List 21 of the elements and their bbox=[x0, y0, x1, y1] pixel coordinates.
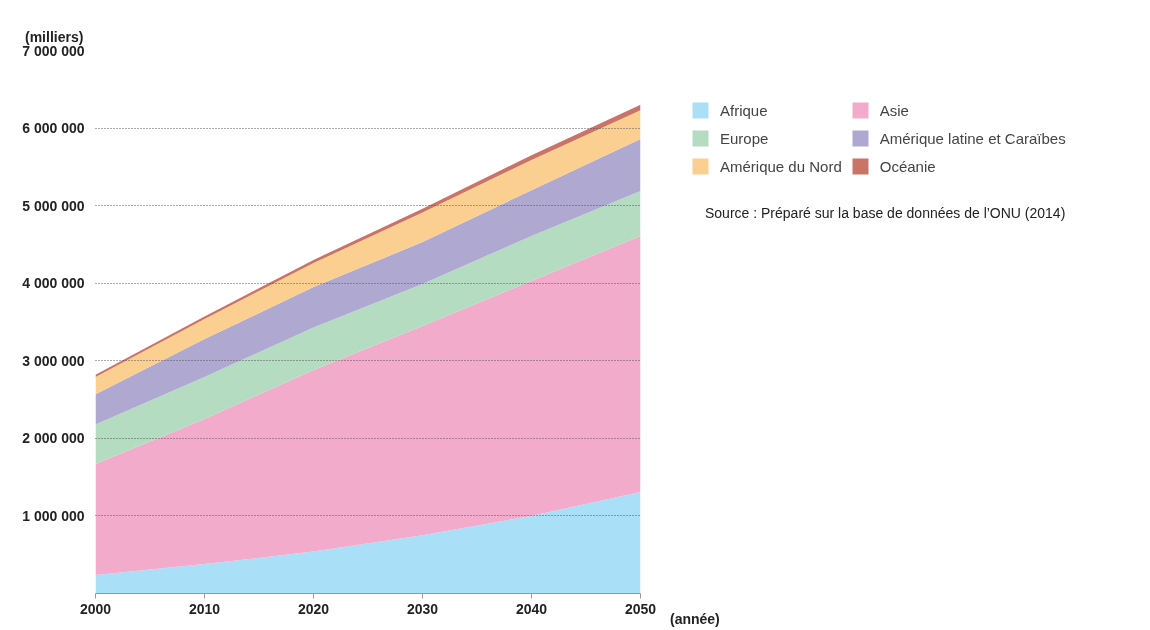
x-tick-label: 2050 bbox=[624, 600, 657, 617]
y-tick-label: 6 000 000 bbox=[22, 120, 85, 137]
x-tick-label: 2020 bbox=[297, 600, 330, 617]
y-tick-label: 1 000 000 bbox=[22, 507, 85, 524]
x-tick-label: 2040 bbox=[515, 600, 548, 617]
x-tick-label: 2030 bbox=[406, 600, 439, 617]
y-tick-label: 3 000 000 bbox=[22, 352, 85, 369]
legend-label: Amérique latine et Caraïbes bbox=[879, 129, 1066, 147]
legend-label: Amérique du Nord bbox=[720, 157, 842, 175]
y-tick-label: 4 000 000 bbox=[22, 275, 85, 292]
legend-label: Europe bbox=[720, 129, 769, 147]
legend-label: Asie bbox=[879, 101, 909, 119]
legend-label: Océanie bbox=[879, 157, 936, 175]
y-tick-label: 5 000 000 bbox=[22, 197, 85, 214]
x-tick-label: 2010 bbox=[188, 600, 221, 617]
x-axis-title: (année) bbox=[670, 610, 720, 629]
x-tick-label: 2000 bbox=[79, 600, 112, 617]
y-tick-label: 2 000 000 bbox=[22, 430, 85, 447]
y-axis-title: (milliers) bbox=[25, 28, 84, 45]
source-note: Source : Préparé sur la base de données de l’ONU (2014) bbox=[705, 204, 1066, 223]
legend-label: Afrique bbox=[720, 101, 768, 119]
